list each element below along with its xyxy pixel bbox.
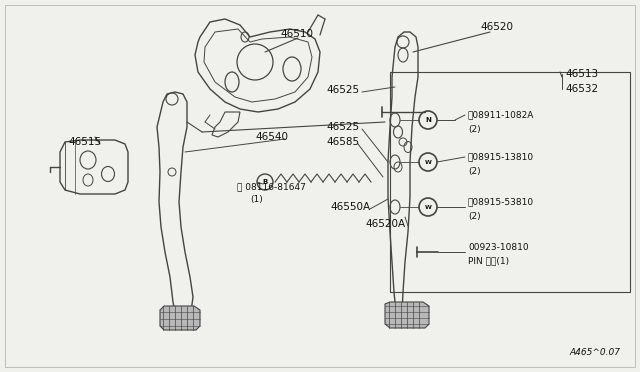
Text: Ⓑ 08116-81647: Ⓑ 08116-81647 <box>237 183 306 192</box>
Text: 46532: 46532 <box>565 84 598 94</box>
Text: Ⓥ08915-13810: Ⓥ08915-13810 <box>468 153 534 161</box>
Text: 46520: 46520 <box>480 22 513 32</box>
Text: 00923-10810: 00923-10810 <box>468 243 529 251</box>
Text: PIN ビン(1): PIN ビン(1) <box>468 257 509 266</box>
Polygon shape <box>385 302 429 328</box>
Text: Ⓥ08915-53810: Ⓥ08915-53810 <box>468 198 534 206</box>
Text: 46585: 46585 <box>326 137 359 147</box>
Text: 46540: 46540 <box>255 132 288 142</box>
Text: A465^0.07: A465^0.07 <box>569 348 620 357</box>
Bar <box>390 72 630 292</box>
Text: B: B <box>262 179 268 185</box>
Text: (2): (2) <box>468 125 481 134</box>
Text: 46513: 46513 <box>565 69 598 79</box>
Text: (2): (2) <box>468 167 481 176</box>
Text: 46520A: 46520A <box>365 219 405 229</box>
Text: 46515: 46515 <box>68 137 101 147</box>
Polygon shape <box>160 306 200 330</box>
Text: (1): (1) <box>250 195 263 203</box>
Text: 46550A: 46550A <box>330 202 370 212</box>
Text: N: N <box>425 117 431 123</box>
Text: W: W <box>424 205 431 209</box>
Text: 46510: 46510 <box>280 29 313 39</box>
Text: ⓝ08911-1082A: ⓝ08911-1082A <box>468 110 534 119</box>
Text: 46525: 46525 <box>326 122 359 132</box>
Text: W: W <box>424 160 431 164</box>
Text: (2): (2) <box>468 212 481 221</box>
Text: 46525: 46525 <box>326 85 359 95</box>
